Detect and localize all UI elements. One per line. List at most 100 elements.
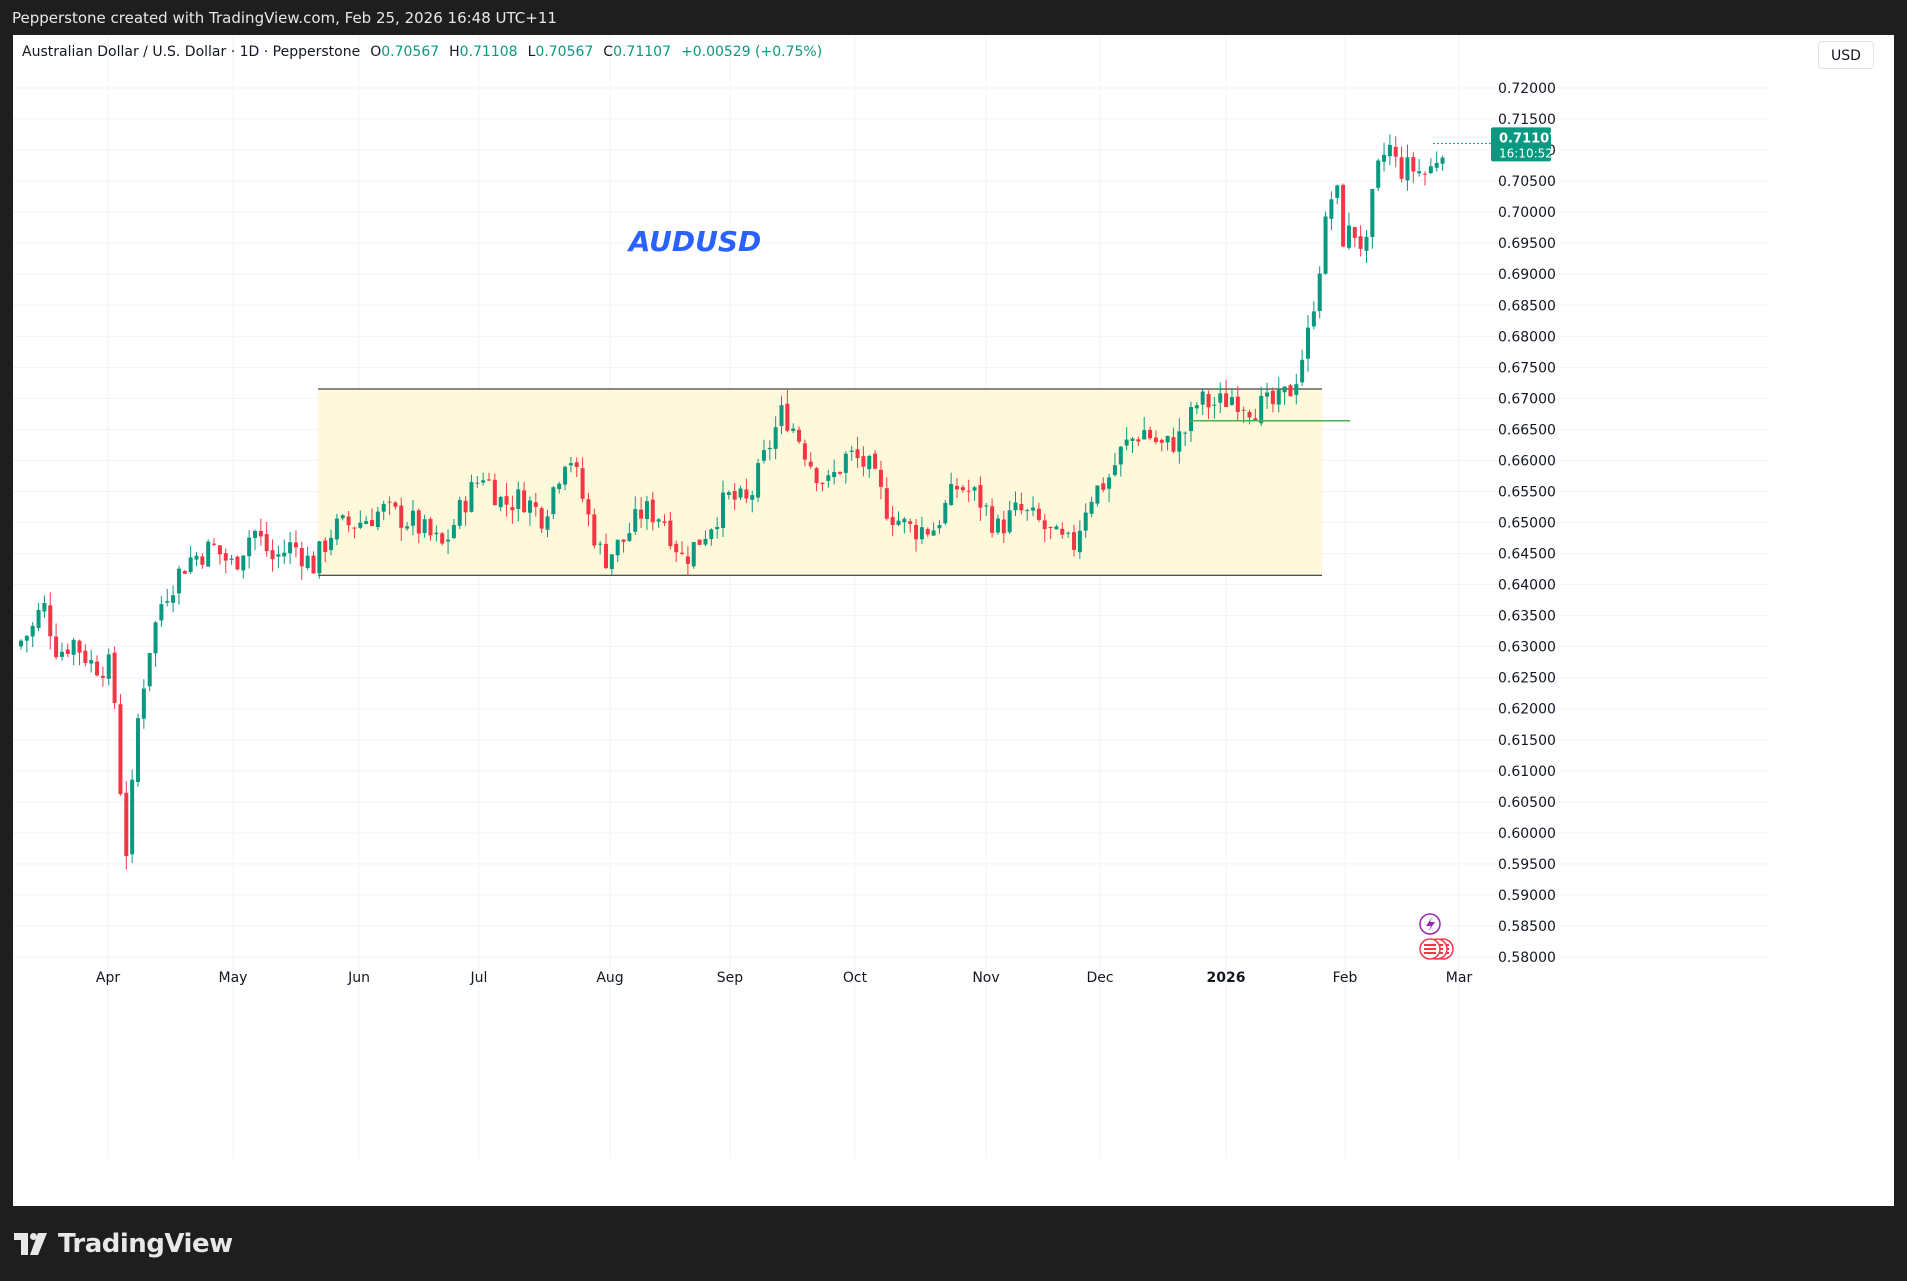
y-tick-label: 0.63000 xyxy=(1498,640,1556,656)
candle-down xyxy=(352,527,357,529)
candle-down xyxy=(1399,157,1404,179)
candle-down xyxy=(1358,236,1363,249)
candle-down xyxy=(1153,437,1158,443)
candle-up xyxy=(176,568,181,594)
flag-stripe xyxy=(1424,952,1436,954)
y-tick-label: 0.70500 xyxy=(1498,174,1556,190)
candle-down xyxy=(346,516,351,526)
y-tick-label: 0.64500 xyxy=(1498,547,1556,563)
candle-down xyxy=(668,520,673,547)
candle-up xyxy=(656,519,661,522)
candle-up xyxy=(615,539,620,556)
y-tick-label: 0.72000 xyxy=(1498,81,1556,97)
candle-down xyxy=(861,456,866,467)
candle-down xyxy=(574,462,579,467)
candle-up xyxy=(1107,477,1112,489)
candle-up xyxy=(1428,166,1433,174)
chart-panel[interactable]: AUDUSD0.720000.715000.710000.705000.7000… xyxy=(13,35,1894,1206)
candle-down xyxy=(1393,146,1398,157)
candle-up xyxy=(329,537,334,551)
candle-up xyxy=(229,558,234,560)
candle-up xyxy=(1323,216,1328,274)
y-tick-label: 0.65000 xyxy=(1498,516,1556,532)
y-tick-label: 0.63500 xyxy=(1498,609,1556,625)
candle-up xyxy=(498,496,503,508)
candle-up xyxy=(750,495,755,500)
tradingview-footer[interactable]: TradingView xyxy=(14,1224,233,1264)
candle-down xyxy=(1235,396,1240,413)
candle-up xyxy=(791,428,796,432)
tradingview-brand: TradingView xyxy=(58,1229,233,1259)
candle-down xyxy=(1101,483,1106,490)
candle-up xyxy=(609,554,614,570)
candle-down xyxy=(1270,390,1275,405)
candle-up xyxy=(1370,189,1375,237)
y-tick-label: 0.62500 xyxy=(1498,671,1556,687)
y-tick-label: 0.58000 xyxy=(1498,950,1556,966)
currency-button[interactable]: USD xyxy=(1818,41,1874,69)
low-value: 0.70567 xyxy=(535,44,594,60)
candle-up xyxy=(1417,171,1422,174)
candle-down xyxy=(492,479,497,506)
candle-down xyxy=(1241,409,1246,411)
candle-up xyxy=(738,488,743,498)
candle-up xyxy=(434,532,439,535)
candle-down xyxy=(820,483,825,485)
candle-up xyxy=(1130,438,1135,441)
symbol-legend: Australian Dollar / U.S. Dollar · 1D · P… xyxy=(22,44,822,60)
candle-up xyxy=(849,450,854,452)
candle-down xyxy=(884,488,889,519)
candle-up xyxy=(253,531,257,538)
candle-down xyxy=(399,505,404,528)
candle-up xyxy=(563,466,568,485)
y-tick-label: 0.59500 xyxy=(1498,857,1556,873)
flag-stripe xyxy=(1424,948,1436,950)
candle-up xyxy=(1306,327,1310,359)
candle-up xyxy=(1066,532,1071,534)
candle-down xyxy=(323,540,328,553)
candle-down xyxy=(416,510,421,534)
attribution-bar: Pepperstone created with TradingView.com… xyxy=(0,0,1907,36)
candle-down xyxy=(978,485,983,508)
candle-up xyxy=(1405,157,1410,181)
candle-down xyxy=(124,792,129,857)
candle-up xyxy=(995,518,1000,533)
candle-down xyxy=(112,652,117,703)
candle-down xyxy=(890,517,895,526)
candle-down xyxy=(1288,385,1293,397)
candle-up xyxy=(188,557,193,573)
candle-down xyxy=(83,650,88,664)
x-tick-label: Nov xyxy=(972,970,999,986)
candle-down xyxy=(1253,418,1258,422)
candle-down xyxy=(855,449,860,459)
candle-up xyxy=(1077,530,1082,553)
candle-down xyxy=(77,640,82,653)
open-label: O xyxy=(370,44,382,60)
candle-up xyxy=(1282,386,1287,393)
candle-up xyxy=(469,481,474,512)
candle-up xyxy=(1376,160,1381,188)
x-tick-label: Oct xyxy=(843,970,868,986)
candle-up xyxy=(557,483,562,490)
candle-up xyxy=(405,526,410,529)
price-chart[interactable]: AUDUSD0.720000.715000.710000.705000.7000… xyxy=(13,35,1894,1206)
candle-up xyxy=(931,530,936,536)
candle-up xyxy=(24,635,29,641)
attribution-text: Pepperstone created with TradingView.com… xyxy=(12,9,557,27)
candle-up xyxy=(779,405,784,427)
x-tick-label: Sep xyxy=(717,970,744,986)
candle-down xyxy=(1042,520,1047,530)
candle-up xyxy=(241,555,246,571)
candle-down xyxy=(621,539,626,542)
candle-up xyxy=(1229,397,1234,405)
candle-up xyxy=(1259,395,1264,424)
candle-down xyxy=(1247,411,1252,418)
symbol-name[interactable]: Australian Dollar / U.S. Dollar · 1D · P… xyxy=(22,44,361,60)
candle-up xyxy=(1212,404,1217,406)
candle-up xyxy=(171,595,176,603)
candle-up xyxy=(568,463,573,466)
candle-up xyxy=(451,525,456,538)
candle-down xyxy=(212,543,217,545)
candle-down xyxy=(370,519,374,526)
candle-up xyxy=(1083,512,1088,531)
